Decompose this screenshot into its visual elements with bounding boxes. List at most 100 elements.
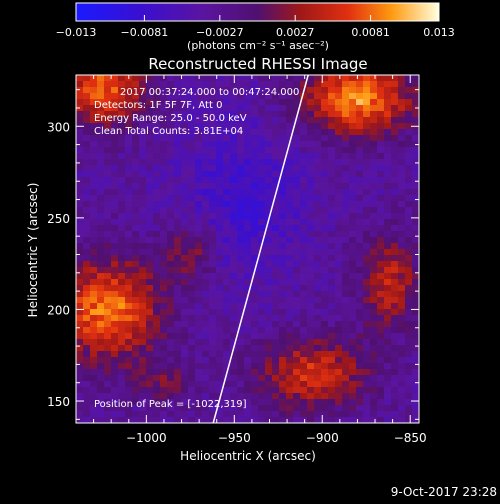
heatmap-cell (125, 315, 133, 322)
heatmap-cell (132, 399, 140, 406)
heatmap-cell (76, 315, 84, 322)
heatmap-cell (153, 315, 161, 322)
heatmap-cell (349, 81, 357, 88)
heatmap-cell (76, 267, 84, 274)
heatmap-cell (118, 219, 126, 226)
heatmap-cell (370, 279, 378, 286)
heatmap-cell (139, 387, 147, 394)
heatmap-cell (321, 381, 329, 388)
heatmap-cell (83, 165, 91, 172)
heatmap-cell (370, 87, 378, 94)
heatmap-cell (216, 309, 224, 316)
heatmap-cell (181, 381, 189, 388)
heatmap-cell (342, 141, 350, 148)
heatmap-cell (76, 225, 84, 232)
heatmap-cell (167, 87, 175, 94)
heatmap-cell (181, 129, 189, 136)
heatmap-cell (83, 105, 91, 112)
heatmap-cell (195, 273, 203, 280)
heatmap-cell (356, 249, 364, 256)
heatmap-cell (342, 243, 350, 250)
heatmap-cell (111, 87, 119, 94)
heatmap-cell (398, 261, 406, 268)
heatmap-cell (321, 183, 329, 190)
heatmap-cell (258, 405, 266, 412)
heatmap-cell (377, 303, 385, 310)
plot-frame (75, 74, 420, 424)
heatmap-cell (328, 243, 336, 250)
heatmap-cell (335, 201, 343, 208)
heatmap-cell (118, 315, 126, 322)
heatmap-cell (104, 231, 112, 238)
heatmap-cell (202, 321, 210, 328)
heatmap-cell (286, 285, 294, 292)
heatmap-cell (279, 237, 287, 244)
heatmap-cell (335, 177, 343, 184)
heatmap-cell (251, 255, 259, 262)
heatmap-cell (412, 261, 420, 268)
heatmap-cell (349, 279, 357, 286)
heatmap-cell (265, 369, 273, 376)
heatmap-cell (279, 333, 287, 340)
heatmap-cell (104, 267, 112, 274)
heatmap-cell (139, 267, 147, 274)
heatmap-cell (398, 309, 406, 316)
heatmap-cell (167, 195, 175, 202)
heatmap-cell (356, 369, 364, 376)
heatmap-cell (132, 87, 140, 94)
heatmap-cell (111, 207, 119, 214)
heatmap-cell (377, 315, 385, 322)
heatmap-cell (90, 183, 98, 190)
heatmap-cell (181, 171, 189, 178)
heatmap-cell (328, 219, 336, 226)
heatmap-cell (321, 231, 329, 238)
heatmap-cell (188, 225, 196, 232)
heatmap-cell (293, 177, 301, 184)
heatmap-cell (104, 381, 112, 388)
heatmap-cell (356, 255, 364, 262)
heatmap-cell (125, 135, 133, 142)
heatmap-cell (377, 339, 385, 346)
heatmap-cell (293, 417, 301, 424)
heatmap-cell (188, 345, 196, 352)
heatmap-cell (209, 165, 217, 172)
heatmap-cell (272, 117, 280, 124)
heatmap-cell (265, 153, 273, 160)
heatmap-cell (412, 117, 420, 124)
heatmap-cell (293, 171, 301, 178)
heatmap-cell (174, 327, 182, 334)
heatmap-cell (321, 393, 329, 400)
heatmap-cell (118, 201, 126, 208)
heatmap-cell (335, 243, 343, 250)
heatmap-cell (97, 165, 105, 172)
heatmap-cell (132, 321, 140, 328)
heatmap-cell (216, 93, 224, 100)
heatmap-cell (356, 165, 364, 172)
y-axis-label: Heliocentric Y (arcsec) (26, 183, 40, 318)
heatmap-cell (76, 243, 84, 250)
heatmap-cell (363, 231, 371, 238)
heatmap-cell (216, 339, 224, 346)
heatmap-cell (202, 87, 210, 94)
heatmap-cell (293, 339, 301, 346)
heatmap-cell (83, 249, 91, 256)
heatmap-cell (293, 195, 301, 202)
heatmap-cell (83, 195, 91, 202)
heatmap-cell (307, 417, 315, 424)
heatmap-cell (104, 255, 112, 262)
heatmap-cell (132, 225, 140, 232)
heatmap-cell (188, 93, 196, 100)
heatmap-cell (300, 153, 308, 160)
heatmap-cell (181, 387, 189, 394)
heatmap-cell (209, 405, 217, 412)
heatmap-cell (405, 81, 413, 88)
heatmap-cell (223, 393, 231, 400)
heatmap-cell (321, 195, 329, 202)
heatmap-cell (104, 171, 112, 178)
heatmap-cell (160, 213, 168, 220)
heatmap-cell (342, 231, 350, 238)
heatmap-cell (405, 111, 413, 118)
heatmap-cell (223, 339, 231, 346)
heatmap-cell (293, 213, 301, 220)
heatmap-cell (328, 393, 336, 400)
